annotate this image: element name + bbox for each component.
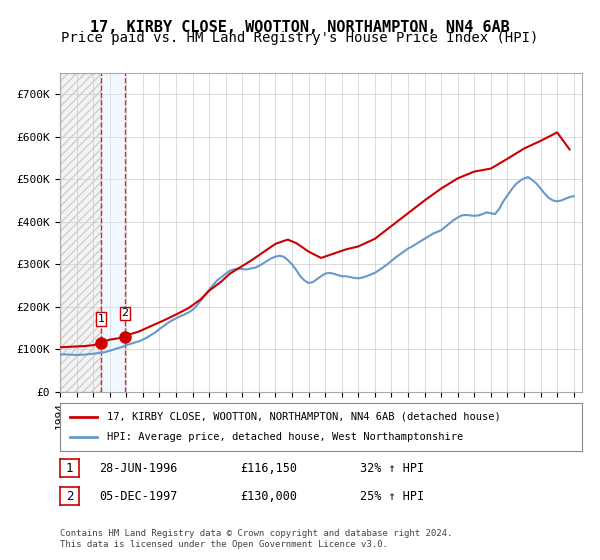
Bar [101,73,102,392]
Text: 25% ↑ HPI: 25% ↑ HPI [360,489,424,503]
Text: £130,000: £130,000 [240,489,297,503]
Text: 2: 2 [66,489,73,503]
Bar [125,73,126,392]
Text: 32% ↑ HPI: 32% ↑ HPI [360,461,424,475]
Text: 17, KIRBY CLOSE, WOOTTON, NORTHAMPTON, NN4 6AB (detached house): 17, KIRBY CLOSE, WOOTTON, NORTHAMPTON, N… [107,412,501,422]
Bar [101,73,125,392]
Text: 1: 1 [66,461,73,475]
Text: HPI: Average price, detached house, West Northamptonshire: HPI: Average price, detached house, West… [107,432,463,442]
Text: 2: 2 [121,308,128,318]
Text: Price paid vs. HM Land Registry's House Price Index (HPI): Price paid vs. HM Land Registry's House … [61,31,539,45]
Text: Contains HM Land Registry data © Crown copyright and database right 2024.
This d: Contains HM Land Registry data © Crown c… [60,529,452,549]
Text: 1: 1 [98,314,105,324]
Text: £116,150: £116,150 [240,461,297,475]
Text: 17, KIRBY CLOSE, WOOTTON, NORTHAMPTON, NN4 6AB: 17, KIRBY CLOSE, WOOTTON, NORTHAMPTON, N… [90,20,510,35]
Bar [60,73,101,392]
Text: 28-JUN-1996: 28-JUN-1996 [99,461,178,475]
Text: 05-DEC-1997: 05-DEC-1997 [99,489,178,503]
